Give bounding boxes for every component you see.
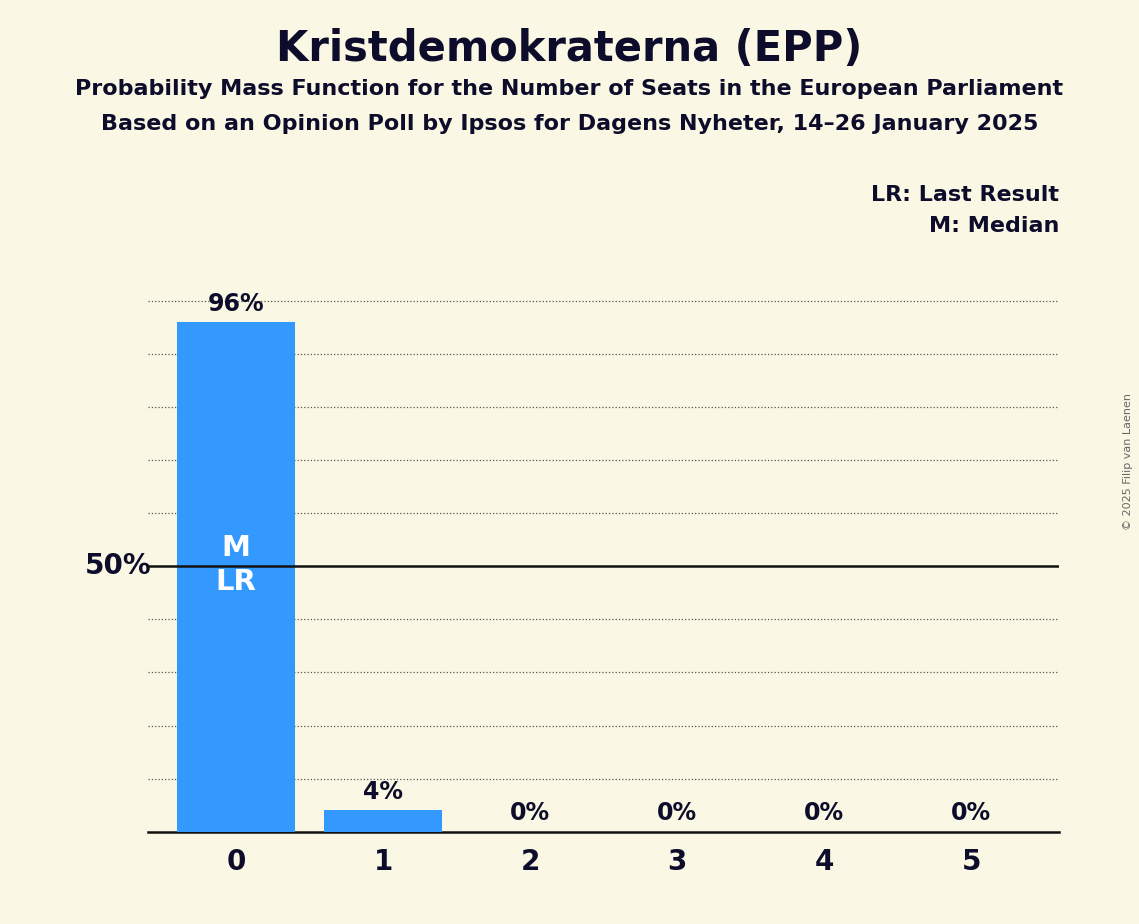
Text: 0%: 0% <box>804 801 844 825</box>
Text: 4%: 4% <box>363 780 403 804</box>
Text: 0%: 0% <box>657 801 697 825</box>
Text: Probability Mass Function for the Number of Seats in the European Parliament: Probability Mass Function for the Number… <box>75 79 1064 99</box>
Text: 96%: 96% <box>208 292 264 316</box>
Text: 0%: 0% <box>510 801 550 825</box>
Text: 50%: 50% <box>84 553 151 580</box>
Text: © 2025 Filip van Laenen: © 2025 Filip van Laenen <box>1123 394 1133 530</box>
Bar <box>325 810 442 832</box>
Text: 0%: 0% <box>951 801 991 825</box>
Text: LR: LR <box>215 568 256 596</box>
Text: Kristdemokraterna (EPP): Kristdemokraterna (EPP) <box>277 28 862 69</box>
Text: Based on an Opinion Poll by Ipsos for Dagens Nyheter, 14–26 January 2025: Based on an Opinion Poll by Ipsos for Da… <box>101 114 1038 134</box>
Text: M: Median: M: Median <box>929 216 1059 237</box>
Bar <box>178 322 295 832</box>
Text: M: M <box>222 534 251 562</box>
Text: LR: Last Result: LR: Last Result <box>871 185 1059 205</box>
